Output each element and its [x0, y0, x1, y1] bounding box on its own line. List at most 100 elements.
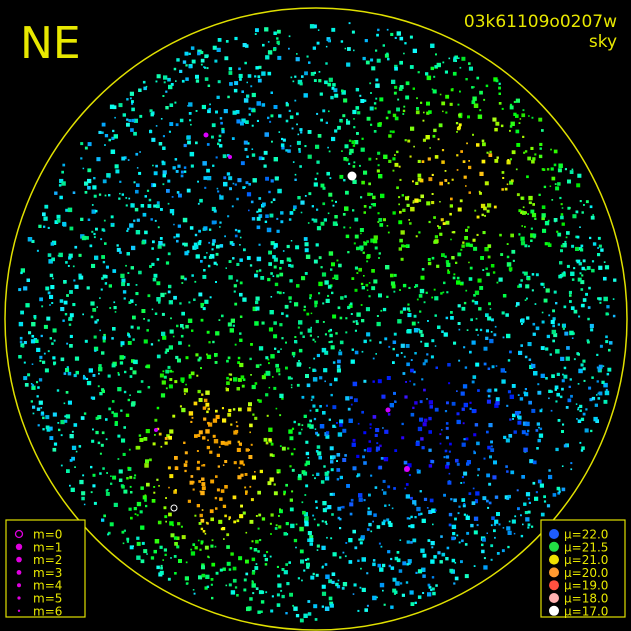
star [335, 200, 337, 203]
star [398, 87, 403, 91]
star [372, 203, 376, 207]
star [306, 312, 310, 316]
star [483, 346, 488, 351]
star [291, 490, 294, 493]
star [385, 116, 389, 120]
star [351, 442, 356, 447]
brightness-label: μ=21.5 [564, 540, 608, 554]
star [156, 74, 161, 79]
star [78, 445, 82, 448]
star [279, 414, 282, 417]
star [240, 161, 245, 166]
star [277, 471, 279, 474]
star [520, 241, 526, 246]
star [250, 374, 252, 376]
star [83, 503, 86, 506]
star [18, 321, 24, 327]
star [152, 277, 157, 282]
star [246, 81, 248, 84]
star [156, 354, 161, 359]
star [387, 57, 390, 61]
star [339, 556, 342, 559]
star [535, 491, 538, 494]
star [215, 156, 218, 159]
star [356, 475, 359, 478]
star [448, 382, 451, 385]
star [277, 574, 280, 578]
star [561, 272, 566, 277]
star [293, 448, 296, 451]
star [353, 242, 356, 245]
star [539, 427, 543, 430]
star [211, 206, 216, 211]
star [318, 281, 323, 287]
star [490, 544, 494, 548]
star [169, 521, 174, 526]
star [355, 88, 360, 92]
star [316, 160, 320, 164]
star [84, 339, 88, 343]
star [328, 251, 334, 256]
star [418, 231, 421, 234]
star [507, 359, 511, 362]
star [474, 290, 480, 295]
star [125, 264, 127, 267]
star [419, 400, 423, 404]
star [266, 414, 269, 417]
star [174, 572, 177, 575]
star [524, 225, 526, 228]
star [101, 277, 104, 280]
star [491, 365, 495, 369]
star [202, 530, 206, 533]
star [214, 59, 218, 63]
star [116, 244, 119, 247]
star [326, 431, 330, 435]
star [288, 264, 291, 267]
star [461, 56, 466, 61]
star [421, 160, 425, 163]
star [339, 518, 342, 521]
star [58, 428, 61, 432]
star [250, 85, 253, 88]
star [329, 446, 334, 451]
star [370, 193, 373, 196]
star [135, 304, 137, 306]
star [245, 120, 249, 124]
star [205, 402, 210, 407]
star [559, 261, 563, 265]
star [65, 208, 69, 212]
star [170, 317, 172, 320]
star [275, 524, 278, 527]
star [546, 504, 551, 508]
star [219, 244, 224, 248]
star [336, 585, 341, 589]
star [488, 153, 493, 157]
star [525, 492, 531, 497]
star [462, 504, 466, 508]
star [361, 557, 366, 562]
star [151, 247, 154, 250]
star [465, 185, 467, 187]
star [211, 596, 214, 600]
star [309, 24, 315, 29]
star [458, 113, 462, 117]
star [363, 461, 367, 465]
star [135, 230, 141, 235]
star [551, 374, 555, 378]
star [301, 395, 305, 399]
star [487, 244, 492, 248]
star [282, 292, 285, 294]
star [135, 189, 139, 194]
star [210, 583, 213, 586]
star [122, 542, 125, 545]
star [456, 419, 461, 425]
star [258, 243, 261, 246]
star [199, 548, 202, 551]
star [241, 118, 246, 123]
star [215, 507, 218, 510]
star [293, 355, 295, 358]
star [94, 349, 97, 352]
star [481, 549, 485, 554]
star [339, 349, 341, 351]
